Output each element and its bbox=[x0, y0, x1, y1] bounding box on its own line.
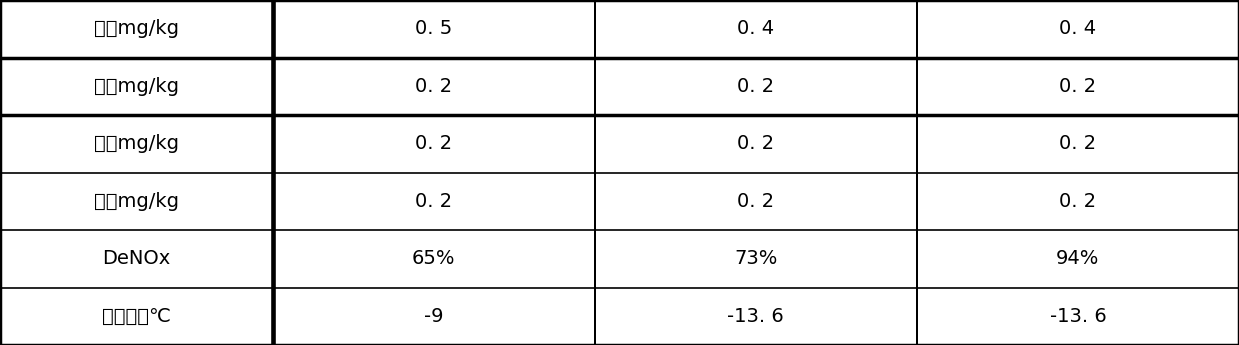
Text: 0. 4: 0. 4 bbox=[737, 19, 774, 38]
Text: DeNOx: DeNOx bbox=[102, 249, 171, 268]
Text: 0. 2: 0. 2 bbox=[415, 134, 452, 153]
Text: 0. 2: 0. 2 bbox=[1059, 192, 1097, 211]
Text: 0. 4: 0. 4 bbox=[1059, 19, 1097, 38]
Text: 锌，mg/kg: 锌，mg/kg bbox=[94, 134, 178, 153]
Text: 0. 2: 0. 2 bbox=[737, 77, 774, 96]
Text: -13. 6: -13. 6 bbox=[727, 307, 784, 326]
Text: 镍，mg/kg: 镍，mg/kg bbox=[94, 77, 178, 96]
Text: 94%: 94% bbox=[1056, 249, 1100, 268]
Text: 钔，mg/kg: 钔，mg/kg bbox=[94, 19, 178, 38]
Text: 结晶温度℃: 结晶温度℃ bbox=[102, 307, 171, 326]
Text: 铜，mg/kg: 铜，mg/kg bbox=[94, 192, 178, 211]
Text: 65%: 65% bbox=[411, 249, 456, 268]
Text: -13. 6: -13. 6 bbox=[1049, 307, 1106, 326]
Text: 73%: 73% bbox=[733, 249, 778, 268]
Text: 0. 2: 0. 2 bbox=[1059, 77, 1097, 96]
Text: -9: -9 bbox=[424, 307, 444, 326]
Text: 0. 2: 0. 2 bbox=[415, 77, 452, 96]
Text: 0. 2: 0. 2 bbox=[415, 192, 452, 211]
Text: 0. 5: 0. 5 bbox=[415, 19, 452, 38]
Text: 0. 2: 0. 2 bbox=[737, 192, 774, 211]
Text: 0. 2: 0. 2 bbox=[1059, 134, 1097, 153]
Text: 0. 2: 0. 2 bbox=[737, 134, 774, 153]
